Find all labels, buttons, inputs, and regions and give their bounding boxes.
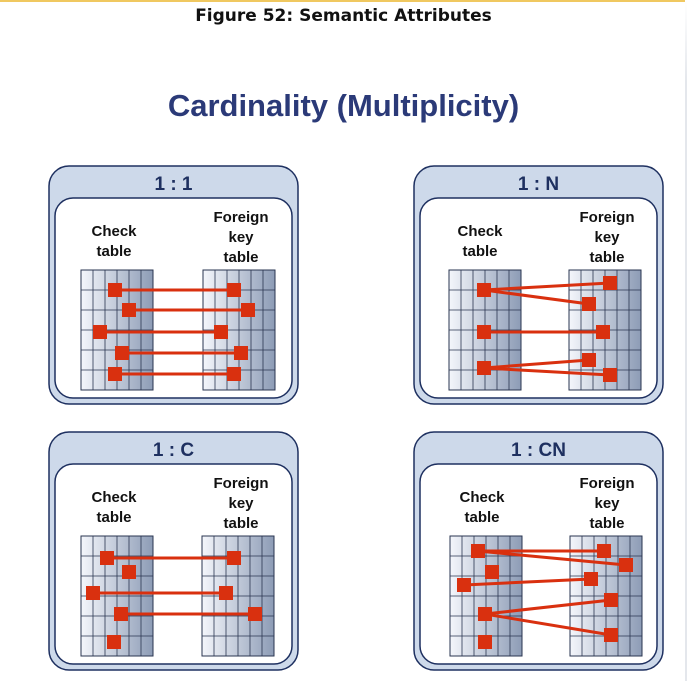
panel-one-to-one-record-marker [234,346,248,360]
panel-one-to-one-record-marker [93,325,107,339]
panel-one-to-n-record-marker [603,368,617,382]
panel-one-to-cn-record-marker [478,607,492,621]
panel-one-to-cn-relation-line [484,612,612,637]
panel-one-to-c-record-marker [86,586,100,600]
panel-one-to-one-check-table-label: Check table [91,223,137,260]
right-edge [685,0,687,681]
panel-one-to-c-record-marker [114,607,128,621]
panel-one-to-c-check-table-label: Check table [91,489,137,526]
panel-one-to-n-relation-line [483,358,590,370]
panel-one-to-cn-cardinality-label: 1 : CN [511,440,566,461]
panel-one-to-one-foreign-key-table-label: Foreign key table [214,209,269,266]
panel-one-to-cn-record-marker [604,593,618,607]
panel-one-to-one-record-marker [115,346,129,360]
panel-one-to-cn-record-marker [485,565,499,579]
panel-one-to-cn-record-marker [604,628,618,642]
panel-one-to-one-record-marker [214,325,228,339]
panel-one-to-n-relation-line [483,366,611,377]
slide-title: Cardinality (Multiplicity) [167,88,520,123]
panel-one-to-c-record-marker [219,586,233,600]
panel-one-to-cn-record-marker [619,558,633,572]
panel-one-to-one-record-marker [122,303,136,317]
panel-one-to-c-record-marker [248,607,262,621]
panel-one-to-n-cardinality-label: 1 : N [518,174,559,195]
panel-one-to-cn-relation-line [477,549,627,567]
panel-one-to-n-record-marker [477,325,491,339]
panel-one-to-cn-record-marker [457,578,471,592]
panel-one-to-one-record-marker [227,367,241,381]
panel-one-to-cn-record-marker [478,635,492,649]
panel-one-to-cn-foreign-key-table-label: Foreign key table [580,475,635,532]
panel-one-to-cn-relation-line [463,577,592,587]
panel-one-to-n-relation-line [483,281,611,292]
panel-one-to-c-foreign-key-table-label: Foreign key table [214,475,269,532]
panel-one-to-cn-check-table-label: Check table [459,489,505,526]
panel-one-to-n-record-marker [596,325,610,339]
panel-one-to-one-record-marker [241,303,255,317]
panel-one-to-cn-record-marker [471,544,485,558]
panel-one-to-one-record-marker [108,283,122,297]
panel-one-to-n-check-table-label: Check table [457,223,503,260]
panel-one-to-one-cardinality-label: 1 : 1 [154,174,192,195]
panel-one-to-one-record-marker [227,283,241,297]
panel-one-to-n-record-marker [477,283,491,297]
panel-one-to-c-record-marker [122,565,136,579]
panel-one-to-n-record-marker [582,353,596,367]
panel-one-to-c-record-marker [100,551,114,565]
panel-one-to-n-record-marker [582,297,596,311]
figure-caption: Figure 52: Semantic Attributes [195,6,492,26]
panel-one-to-cn-record-marker [584,572,598,586]
top-rule [0,0,687,2]
panel-one-to-c-record-marker [107,635,121,649]
panel-one-to-n-relation-line [483,288,590,306]
panel-one-to-one-record-marker [108,367,122,381]
panel-one-to-c-cardinality-label: 1 : C [153,440,194,461]
panel-one-to-c-record-marker [227,551,241,565]
panel-one-to-cn-record-marker [597,544,611,558]
panel-one-to-n-record-marker [477,361,491,375]
panel-one-to-n-record-marker [603,276,617,290]
panel-one-to-cn-relation-line [484,598,612,616]
panel-one-to-n-foreign-key-table-label: Foreign key table [580,209,635,266]
